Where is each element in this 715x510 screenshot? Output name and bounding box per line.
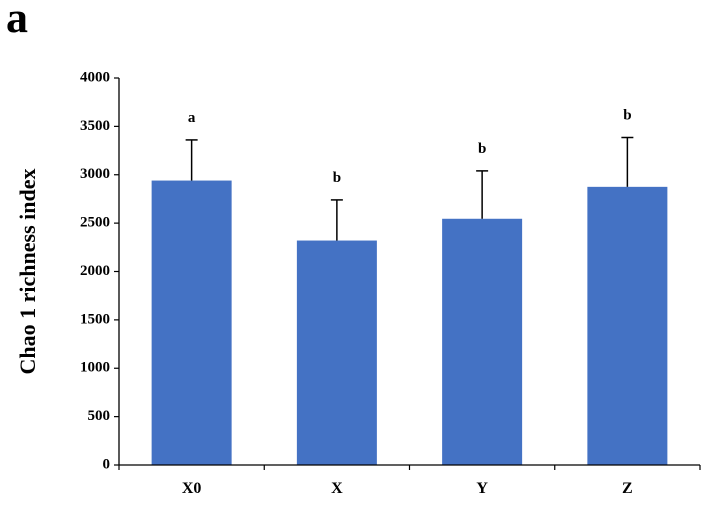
x-category-label: X0 — [182, 480, 202, 497]
y-tick-label: 4000 — [80, 69, 110, 85]
bar-z — [587, 186, 668, 465]
x-category-label: Y — [476, 480, 488, 497]
y-tick-label: 2000 — [80, 263, 110, 279]
y-axis-title: Chao 1 richness index — [15, 169, 40, 375]
y-tick-label: 500 — [88, 408, 111, 424]
y-tick-label: 3000 — [80, 166, 110, 182]
significance-letter: b — [333, 170, 341, 186]
bars — [151, 180, 668, 465]
bar-y — [442, 218, 523, 465]
x-category-label: Z — [622, 480, 633, 497]
x-axis-ticks: X0 X Y Z — [118, 465, 701, 497]
error-bars — [185, 136, 634, 241]
y-tick-label: 1000 — [80, 360, 110, 376]
y-tick-label: 2500 — [80, 215, 110, 231]
y-tick-label: 0 — [103, 456, 111, 472]
significance-letter: b — [623, 108, 631, 124]
significance-letters: a b b b — [188, 108, 632, 186]
bar-x — [296, 240, 377, 465]
y-axis-ticks: 0 500 1000 1500 2000 2500 3000 3500 4000 — [80, 69, 119, 472]
y-tick-label: 3500 — [80, 118, 110, 134]
x-category-label: X — [331, 480, 343, 497]
panel-label: a — [6, 0, 28, 42]
significance-letter: a — [188, 110, 196, 126]
significance-letter: b — [478, 141, 486, 157]
bar-x0 — [151, 180, 232, 465]
y-tick-label: 1500 — [80, 311, 110, 327]
